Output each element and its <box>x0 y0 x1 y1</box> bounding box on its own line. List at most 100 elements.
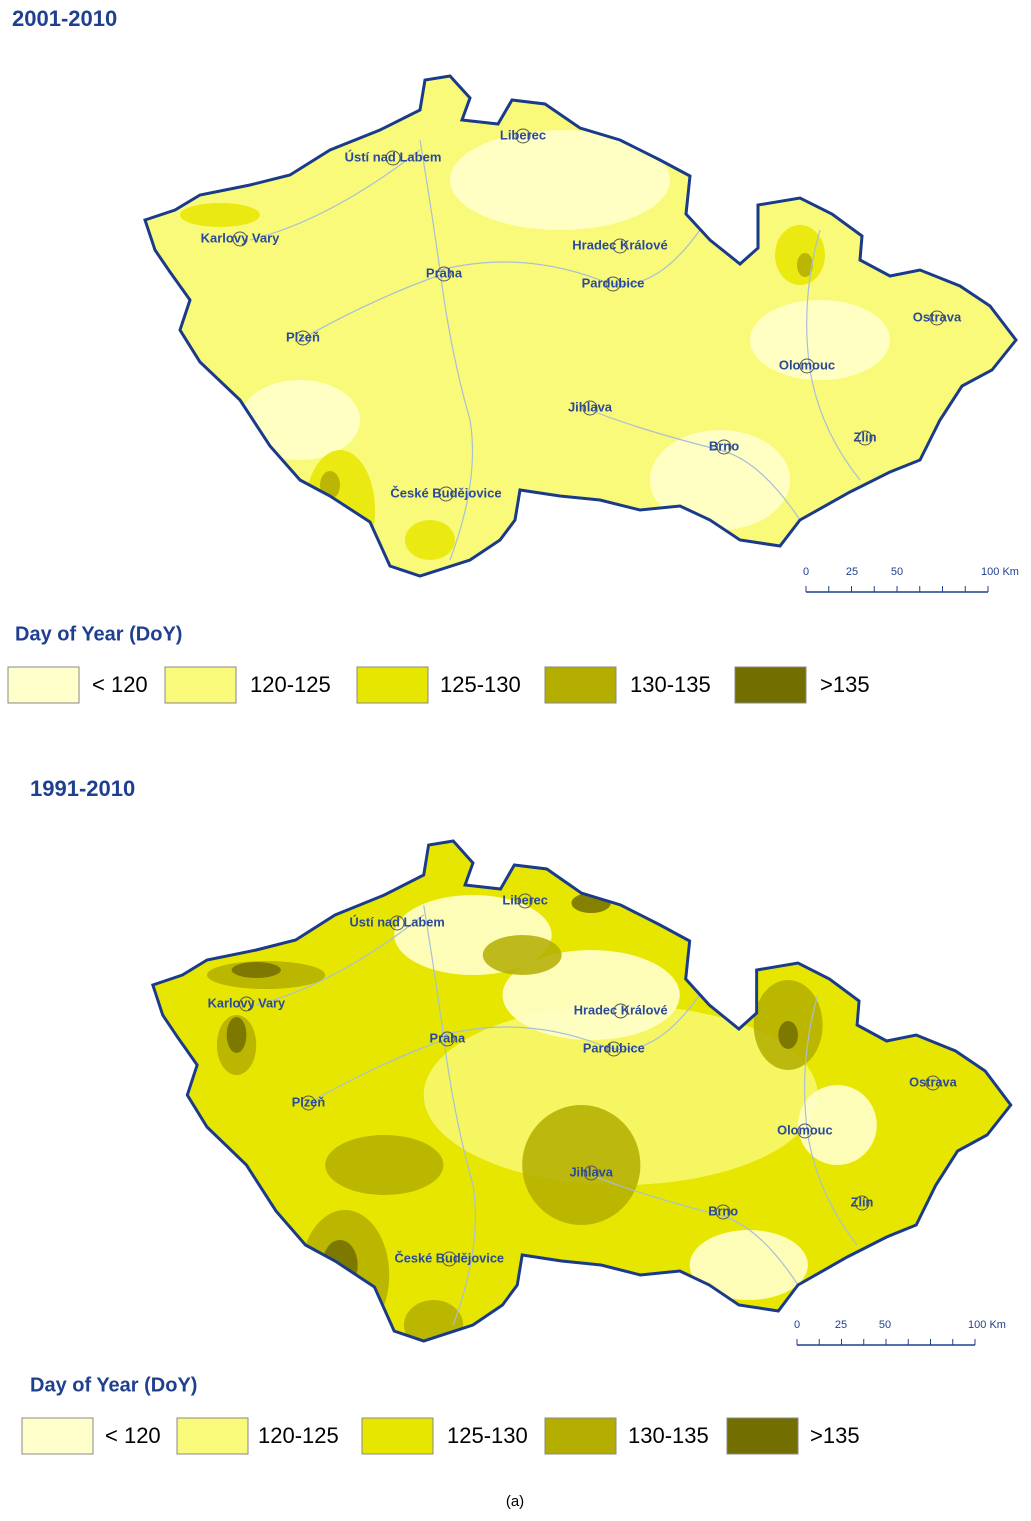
city-marker <box>295 330 311 346</box>
river <box>443 994 700 1050</box>
legend-swatch <box>21 1417 94 1455</box>
zone <box>180 203 260 227</box>
legend-label: 125-130 <box>447 1423 528 1448</box>
city-marker <box>436 266 452 282</box>
city-label: Liberec <box>502 892 548 907</box>
legend-swatch <box>734 666 807 704</box>
city-label: Brno <box>709 438 739 453</box>
zone <box>689 1230 808 1300</box>
river <box>423 904 477 1326</box>
river <box>256 914 425 1006</box>
legend-swatch <box>361 1417 434 1455</box>
city-marker <box>232 231 248 247</box>
zone <box>482 935 562 975</box>
city-marker <box>583 1165 599 1181</box>
scale-label: 50 <box>891 566 903 578</box>
legend-label: 120-125 <box>250 672 331 697</box>
city-label: Ostrava <box>913 309 962 324</box>
city-marker <box>613 1003 629 1019</box>
city-marker <box>385 150 401 166</box>
legend-swatch <box>544 666 617 704</box>
legend: Day of Year (DoY) < 120 120-125 125-130 130-… <box>21 1374 860 1455</box>
country-fill <box>145 76 1016 576</box>
caption: (a) <box>506 1493 524 1510</box>
scale-label: 25 <box>835 1319 847 1331</box>
city-marker <box>716 439 732 455</box>
city-label: Olomouc <box>779 357 835 372</box>
city-label: Zlín <box>851 1194 874 1209</box>
legend-label: 120-125 <box>258 1423 339 1448</box>
city-marker <box>606 1041 622 1057</box>
legend-label: < 120 <box>105 1423 161 1448</box>
city-label: Zlín <box>853 429 876 444</box>
city-marker <box>854 1195 870 1211</box>
zone <box>231 962 281 978</box>
city-marker <box>301 1095 316 1111</box>
legend-label: 130-135 <box>630 672 711 697</box>
river <box>305 1039 444 1106</box>
city-label: Olomouc <box>777 1122 832 1137</box>
legend-label: >135 <box>810 1423 860 1448</box>
city-label: Karlovy Vary <box>208 995 286 1010</box>
city-marker <box>517 893 533 909</box>
legend-swatch <box>164 666 237 704</box>
city-marker <box>929 310 945 326</box>
city-label: Karlovy Vary <box>201 230 281 245</box>
legend-label: < 120 <box>92 672 148 697</box>
legend-title: Day of Year (DoY) <box>15 623 182 645</box>
river <box>589 409 801 521</box>
city-label: Jihlava <box>568 399 613 414</box>
legend-label: >135 <box>820 672 870 697</box>
legend-label: 130-135 <box>628 1423 709 1448</box>
city-marker <box>605 276 621 292</box>
river <box>419 139 474 561</box>
legend-swatch <box>356 666 429 704</box>
city-label: Liberec <box>500 127 546 142</box>
zone <box>423 1005 818 1185</box>
zone <box>305 450 375 570</box>
city-label: Pardubice <box>582 275 645 290</box>
city-label: Plzeň <box>286 329 320 344</box>
city-marker <box>799 358 815 374</box>
map: Liberec Ústí nad Labem Karlovy Vary Hradec … <box>150 839 1013 1343</box>
city-label: Praha <box>430 1030 466 1045</box>
river <box>806 229 861 481</box>
city-label: Pardubice <box>583 1040 645 1055</box>
city-label: České Budějovice <box>390 485 501 500</box>
panel-title: 1991-2010 <box>30 776 135 801</box>
country-border <box>150 839 1013 1343</box>
scale-bar: 0 25 50 100 Km <box>794 1319 1006 1346</box>
legend-swatch <box>176 1417 249 1455</box>
city-label: Brno <box>708 1203 738 1218</box>
zone <box>778 1021 798 1049</box>
city-marker <box>715 1204 731 1220</box>
zone <box>450 130 670 230</box>
scale-label: 100 Km <box>981 566 1019 578</box>
zone <box>650 430 790 530</box>
zone <box>798 1085 877 1165</box>
scale-label: 50 <box>879 1319 891 1331</box>
zone <box>797 253 813 277</box>
city-marker <box>582 400 598 416</box>
map: Liberec Ústí nad Labem Karlovy Vary Hradec … <box>143 74 1018 578</box>
legend: Day of Year (DoY) < 120 120-125 125-130 130-… <box>7 623 870 704</box>
city-marker <box>439 1031 455 1047</box>
legend-title: Day of Year (DoY) <box>30 1374 197 1396</box>
scale-label: 0 <box>803 566 809 578</box>
scale-bar: 0 25 50 100 Km <box>803 566 1019 593</box>
city-label: Hradec Králové <box>572 237 667 252</box>
river <box>590 1174 799 1286</box>
zone <box>522 1105 641 1225</box>
city-marker <box>389 915 405 931</box>
panel: 2001-2010 Liberec Ústí nad Labem Karlovy Va… <box>7 6 1019 704</box>
map-shading <box>180 130 890 570</box>
river <box>299 274 441 341</box>
city-marker <box>438 486 454 502</box>
zone <box>750 300 890 380</box>
city-label: Jihlava <box>569 1164 613 1179</box>
country-border <box>143 74 1018 578</box>
scale-label: 100 Km <box>968 1319 1006 1331</box>
zone <box>226 1017 247 1053</box>
city-label: Ústí nad Labem <box>349 914 444 929</box>
